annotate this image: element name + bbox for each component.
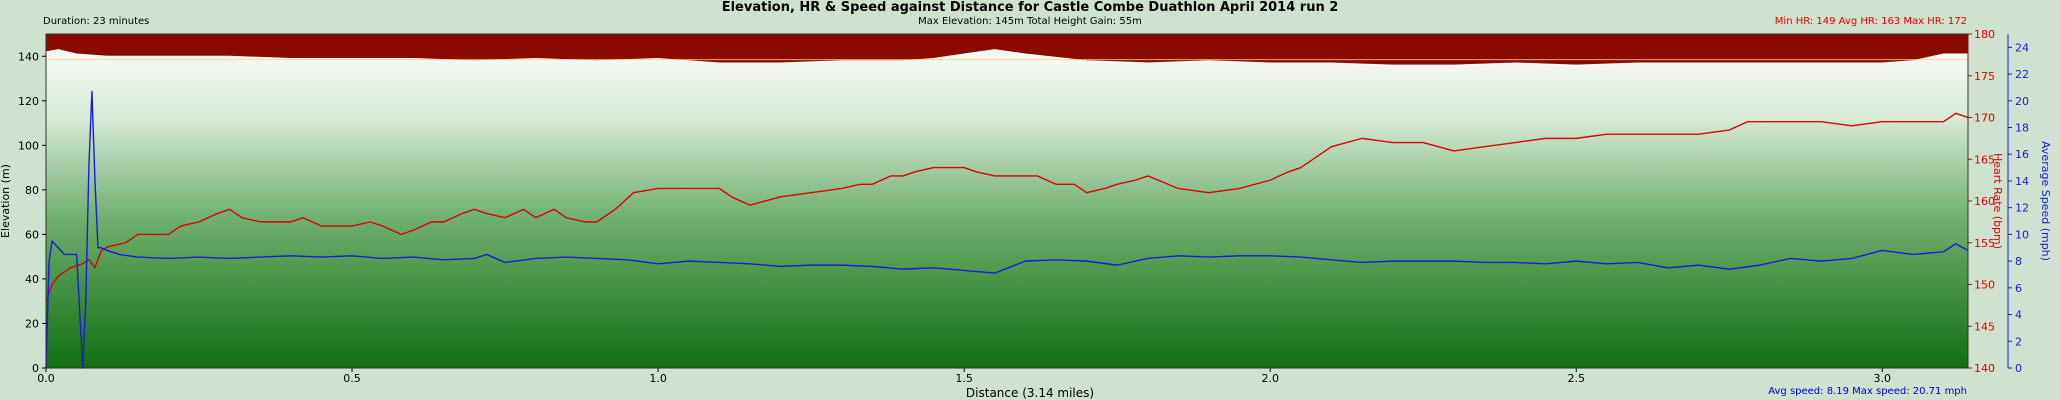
speed-tick-label: 12 [2015,202,2029,215]
elevation-tick-label: 100 [18,139,39,152]
speed-axis-title: Average Speed (mph) [2039,141,2052,261]
speed-tick-label: 2 [2015,335,2022,348]
speed-tick-label: 0 [2015,362,2022,375]
elevation-tick-label: 20 [25,317,39,330]
x-tick-label: 3.0 [1874,372,1892,385]
x-tick-label: 0.0 [37,372,55,385]
plot-frame [45,33,1969,369]
hr-axis-title: Heart Rate (bpm) [1991,153,2004,249]
speed-tick-label: 6 [2015,282,2022,295]
elevation-tick-label: 60 [25,228,39,241]
elevation-axis-title: Elevation (m) [0,164,12,238]
duration-label: Duration: 23 minutes [43,16,150,27]
hr-tick-label: 175 [1974,70,1995,83]
x-tick-label: 2.0 [1261,372,1279,385]
x-tick-label: 1.0 [649,372,667,385]
elevation-tick-label: 140 [18,50,39,63]
speed-tick-label: 20 [2015,95,2029,108]
speed-tick-label: 18 [2015,122,2029,135]
hr-tick-label: 150 [1974,279,1995,292]
speed-tick-label: 22 [2015,68,2029,81]
hr-tick-label: 145 [1974,320,1995,333]
hr-tick-label: 170 [1974,112,1995,125]
series-lines [45,90,1969,369]
elevation-fill [46,34,1968,66]
x-tick-label: 0.5 [343,372,361,385]
speed-line [45,90,1969,369]
x-axis-title: Distance (3.14 miles) [965,386,1095,400]
speed-tick-label: 8 [2015,255,2022,268]
axes: 0.0 0.5 1.0 1.5 2.0 2.5 3.0020406080100120140E… [0,28,2052,385]
speed-tick-label: 14 [2015,175,2029,188]
elevation-area [45,34,1968,66]
hr-tick-label: 155 [1974,237,1995,250]
elevation-tick-label: 0 [32,362,39,375]
speed-tick-label: 16 [2015,148,2029,161]
hr-tick-label: 160 [1974,195,1995,208]
speed-tick-label: 4 [2015,309,2022,322]
elevation-summary: Max Elevation: 145m Total Height Gain: 5… [918,16,1142,27]
hr-summary: Min HR: 149 Avg HR: 163 Max HR: 172 [1774,16,1967,27]
speed-tick-label: 24 [2015,41,2029,54]
elevation-tick-label: 40 [25,273,39,286]
hr-tick-label: 180 [1974,28,1995,41]
elevation-line [45,49,1968,66]
speed-summary: Avg speed: 8.19 Max speed: 20.71 mph [1768,386,1967,397]
elevation-tick-label: 80 [25,184,39,197]
speed-tick-label: 10 [2015,228,2029,241]
x-tick-label: 1.5 [955,372,973,385]
elevation-tick-label: 120 [18,95,39,108]
hr-tick-label: 140 [1974,362,1995,375]
plot-area [46,34,1968,368]
chart-title: Elevation, HR & Speed against Distance f… [721,0,1339,15]
x-tick-label: 2.5 [1568,372,1586,385]
heart-rate-line [45,112,1969,302]
hr-tick-label: 165 [1974,153,1995,166]
